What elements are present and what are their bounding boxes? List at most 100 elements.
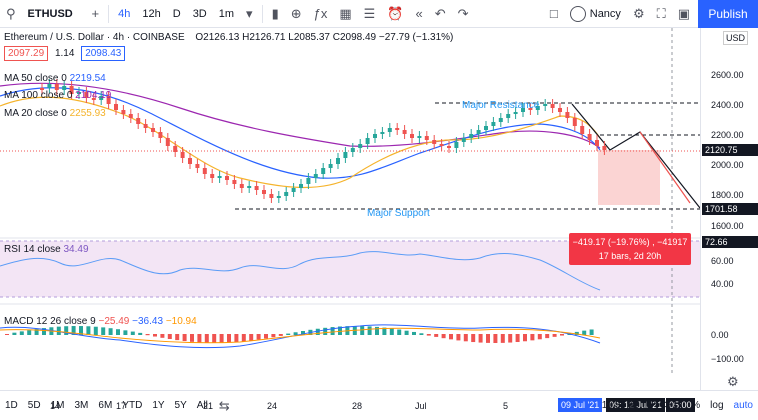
macd-bar	[301, 331, 305, 335]
price-axis[interactable]: USD 2600.00 2400.00 2200.00 2000.00 1800…	[700, 28, 758, 390]
indicators-icon[interactable]: ƒx	[313, 6, 328, 21]
range-1y[interactable]: 1Y	[152, 400, 165, 411]
camera-icon[interactable]: ▣	[677, 5, 690, 21]
bid-box[interactable]: 2097.29	[4, 46, 49, 61]
range-ytd[interactable]: YTD	[122, 400, 143, 411]
candle-body	[284, 192, 289, 196]
candle-body	[269, 194, 274, 198]
macd-bar	[86, 326, 91, 335]
ask-box[interactable]: 2098.43	[81, 46, 126, 61]
range-all[interactable]: All	[196, 400, 208, 411]
measure-info-box: −419.17 (−19.76%) , −41917 17 bars, 2d 2…	[569, 233, 691, 265]
candle-body	[128, 114, 133, 118]
macd-bar	[108, 328, 113, 335]
macd-bar	[278, 334, 283, 336]
candle-body	[580, 126, 585, 134]
candle-body	[99, 96, 104, 100]
ma20-line	[0, 96, 601, 189]
compare-icon[interactable]: ☰	[363, 5, 376, 21]
candle-body	[291, 188, 296, 192]
search-icon[interactable]: ⚲	[6, 5, 16, 21]
candle-body	[247, 186, 252, 188]
candle-body	[84, 92, 89, 98]
chart-area[interactable]: Ethereum / U.S. Dollar · 4h · COINBASE O…	[0, 28, 701, 412]
fullscreen-icon[interactable]: ⛶	[656, 5, 666, 21]
macd-bar	[426, 334, 431, 336]
range-5y[interactable]: 5Y	[174, 400, 187, 411]
user-menu[interactable]: Nancy	[564, 5, 627, 22]
macd-bar	[93, 326, 98, 335]
macd-bar	[508, 334, 513, 343]
candle-body	[232, 180, 237, 184]
macd-bar	[463, 334, 468, 342]
layout-icon[interactable]: □	[549, 6, 558, 21]
chart-title: Ethereum / U.S. Dollar · 4h · COINBASE	[4, 32, 185, 43]
candle-body	[202, 168, 207, 174]
candle-body	[62, 86, 67, 90]
templates-icon[interactable]: ▦	[339, 5, 352, 21]
candles-icon[interactable]: ▮	[271, 5, 279, 21]
redo-icon[interactable]: ↷	[457, 5, 469, 21]
candle-body	[151, 128, 155, 132]
interval-d[interactable]: D	[172, 7, 181, 20]
chevron-down-icon[interactable]: ▾	[246, 5, 253, 21]
range-6m[interactable]: 6M	[98, 400, 113, 411]
macd-bar	[545, 334, 550, 339]
candle-body	[173, 146, 178, 152]
candle-body	[402, 130, 407, 134]
macd-bar	[153, 334, 157, 337]
range-3m[interactable]: 3M	[74, 400, 89, 411]
publish-button[interactable]: Publish	[698, 0, 758, 28]
add-symbol-icon[interactable]: +	[91, 6, 100, 21]
currency-label[interactable]: USD	[723, 31, 749, 45]
auto-toggle[interactable]: auto	[733, 400, 753, 411]
time-axis[interactable]: 14 17 21 24 28 Jul 5 09 Jul '21 09: 12 J…	[0, 398, 700, 416]
macd-bar	[241, 334, 246, 342]
macd-bar	[212, 334, 217, 343]
macd-line	[0, 324, 601, 349]
macd-bar	[397, 329, 402, 335]
candle-body	[528, 108, 533, 110]
candle-body	[143, 124, 148, 128]
date-range-icon[interactable]: ⇆	[218, 397, 230, 413]
symbol-input[interactable]: ETHUSD	[27, 7, 73, 20]
macd-bar	[71, 326, 76, 335]
top-toolbar: ⚲ ETHUSD + 4h 12h D 3D 1m ▾ ▮ ⊕ ƒx ▦ ☰ ⏰…	[0, 0, 758, 28]
range-1m[interactable]: 1M	[50, 400, 65, 411]
settings-icon[interactable]: ⚙	[632, 5, 645, 21]
candle-body	[587, 134, 592, 140]
settings-gear-icon[interactable]: ⚙	[727, 374, 739, 389]
macd-bar	[315, 328, 320, 335]
range-1d[interactable]: 1D	[5, 400, 18, 411]
support-label: Major Support	[367, 208, 430, 219]
candle-body	[121, 110, 126, 114]
macd-bar	[375, 326, 379, 335]
candle-body	[380, 132, 385, 134]
interval-1m[interactable]: 1m	[218, 7, 235, 20]
candle-body	[432, 140, 437, 144]
macd-bar	[412, 331, 416, 335]
macd-bar	[323, 327, 328, 335]
candle-body	[513, 112, 518, 114]
percent-toggle[interactable]: %	[691, 400, 701, 411]
macd-bar	[360, 326, 365, 335]
alert-icon[interactable]: ⏰	[387, 5, 404, 21]
interval-12h[interactable]: 12h	[142, 7, 161, 20]
candle-body	[299, 184, 303, 188]
interval-3d[interactable]: 3D	[192, 7, 207, 20]
avatar	[569, 5, 586, 22]
candle-body	[217, 176, 222, 178]
candle-body	[439, 144, 444, 146]
range-5d[interactable]: 5D	[27, 400, 41, 411]
add-indicator-icon[interactable]: ⊕	[290, 5, 302, 21]
macd-bar	[530, 334, 535, 341]
clock[interactable]: 11:37:29 (UTC+1)	[601, 400, 682, 411]
candle-body	[454, 142, 459, 148]
undo-icon[interactable]: ↶	[434, 5, 446, 21]
log-toggle[interactable]: log	[710, 400, 724, 411]
interval-4h[interactable]: 4h	[118, 7, 131, 20]
candle-body	[114, 104, 118, 110]
replay-icon[interactable]: «	[415, 6, 423, 21]
macd-bar	[79, 326, 83, 335]
macd-bar	[523, 334, 527, 342]
